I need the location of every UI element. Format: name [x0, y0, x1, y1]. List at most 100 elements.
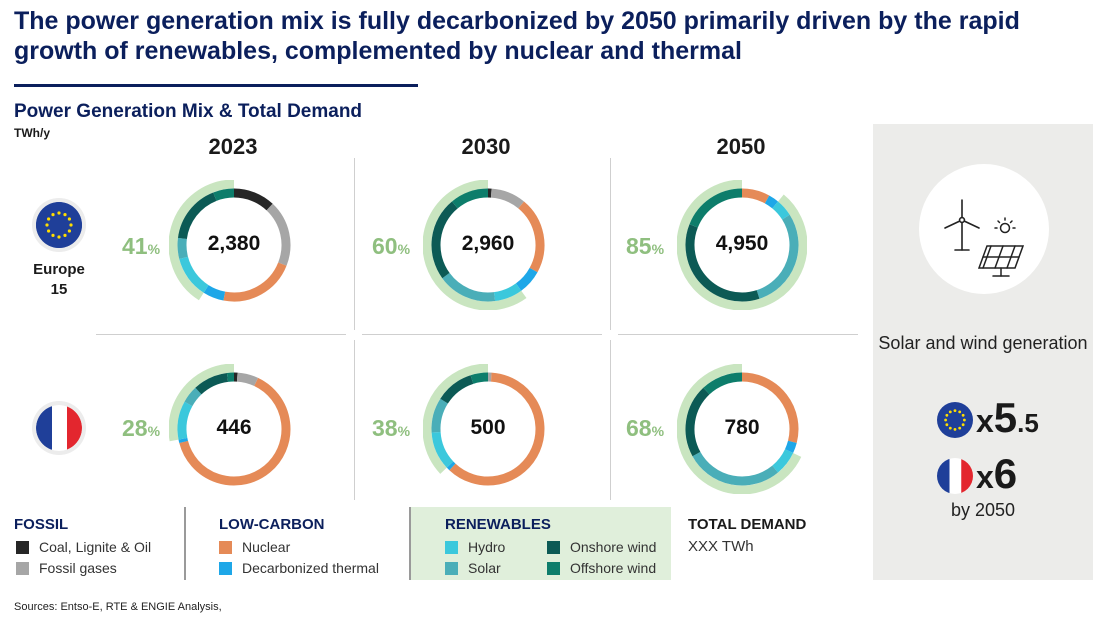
fossil-gas-segment: [266, 203, 291, 266]
renewables-share-label: 38%: [372, 415, 411, 441]
grid-divider: [96, 334, 346, 335]
legend-total-demand-text: XXX TWh: [688, 538, 754, 555]
total-demand-value: 2,380: [207, 232, 261, 255]
nuclear-segment: [741, 188, 770, 204]
donut-chart-france-2050: [677, 364, 802, 494]
solar-wind-caption: Solar and wind generation: [878, 333, 1088, 353]
renewables-halo-arc: [677, 364, 802, 494]
donut-chart-france-2023: [169, 364, 291, 486]
donut-chart-europe-2050: [677, 180, 807, 310]
renewables-halo-arc: [423, 364, 489, 474]
coal-segment: [233, 188, 273, 211]
donut-chart-france-2030: [423, 364, 545, 486]
legend-item-solar: Solar: [445, 560, 501, 576]
solar-segment: [431, 398, 448, 433]
year-header-2030: 2030: [461, 134, 511, 159]
decarbonized-thermal-segment: [203, 285, 226, 301]
legend-title-fossil: FOSSIL: [14, 516, 69, 533]
hydro-segment: [493, 283, 522, 302]
region-label-europe: Europe 15: [33, 261, 85, 298]
legend-swatch: [547, 540, 560, 554]
total-demand-value: 2,960: [461, 232, 515, 255]
nuclear-segment: [741, 372, 799, 444]
total-demand-value: 4,950: [715, 232, 769, 255]
solar-segment: [692, 451, 779, 486]
legend-item-decarbonized-thermal: Decarbonized thermal: [219, 560, 379, 576]
eu-flag-icon: [937, 402, 973, 438]
onshore-wind-segment: [685, 224, 760, 302]
eu-flag-icon: [36, 202, 82, 248]
legend-swatch: [16, 540, 29, 554]
total-demand-value: 446: [216, 416, 252, 439]
france-flag-icon: [937, 458, 973, 494]
grid-divider: [618, 334, 858, 335]
onshore-wind-segment: [685, 387, 710, 457]
fossil-gas-segment: [236, 372, 259, 387]
renewables-halo-arc: [677, 180, 807, 310]
solar-segment: [177, 237, 189, 260]
renewables-share-label: 85%: [626, 233, 665, 259]
legend-swatch: [445, 540, 458, 554]
legend-divider: [184, 507, 186, 580]
solar-panel-icon: [977, 217, 1025, 277]
nuclear-segment: [518, 201, 545, 273]
grid-divider: [610, 158, 611, 330]
legend-item-nuclear: Nuclear: [219, 539, 290, 555]
offshore-wind-segment: [689, 188, 743, 228]
legend-swatch: [219, 540, 232, 554]
nuclear-segment: [449, 372, 545, 486]
grid-divider: [354, 340, 355, 500]
renewables-share-label: 41%: [122, 233, 161, 259]
onshore-wind-segment: [195, 372, 229, 395]
onshore-wind-segment: [440, 375, 474, 404]
solar-segment: [756, 214, 799, 299]
legend-item-onshore-wind: Onshore wind: [547, 539, 656, 555]
wind-turbine-icon: [944, 199, 980, 251]
energy-icon-circle: [919, 164, 1049, 294]
offshore-wind-segment: [451, 188, 489, 209]
hydro-segment: [772, 201, 790, 220]
decarbonized-thermal-segment: [515, 267, 538, 291]
renewables-halo-arc: [169, 364, 235, 442]
legend-swatch: [16, 561, 29, 575]
solar-segment: [442, 272, 496, 302]
decarbonized-thermal-segment: [446, 461, 456, 471]
europe-multiplier: x5.5: [976, 394, 1039, 441]
year-header-2050: 2050: [716, 134, 766, 159]
renewables-halo-arc: [423, 180, 527, 310]
legend-swatch: [219, 561, 232, 575]
offshore-wind-segment: [213, 188, 235, 201]
sources-note: Sources: Entso-E, RTE & ENGIE Analysis,: [14, 601, 222, 613]
by-2050-label: by 2050: [950, 500, 1016, 520]
chart-subtitle: Power Generation Mix & Total Demand: [14, 101, 363, 122]
decarbonized-thermal-segment: [784, 440, 797, 454]
legend-title-renewables: RENEWABLES: [445, 516, 551, 533]
legend-swatch: [547, 561, 560, 575]
decarbonized-thermal-segment: [178, 437, 188, 444]
legend-title-total-demand: TOTAL DEMAND: [688, 516, 807, 533]
solar-segment: [184, 387, 202, 407]
renewables-share-label: 60%: [372, 233, 411, 259]
donut-chart-europe-2023: [169, 180, 291, 302]
legend-item-hydro: Hydro: [445, 539, 505, 555]
onshore-wind-segment: [177, 192, 217, 240]
grid-divider: [354, 158, 355, 330]
renewables-share-label: 28%: [122, 415, 161, 441]
nuclear-segment: [223, 262, 287, 302]
hydro-segment: [772, 449, 794, 473]
year-header-2023: 2023: [208, 134, 258, 159]
renewables-halo-arc: [169, 180, 235, 301]
decarbonized-thermal-segment: [764, 195, 779, 209]
donut-chart-europe-2030: [423, 180, 545, 310]
france-multiplier: x6: [976, 450, 1018, 497]
page-title: The power generation mix is fully decarb…: [14, 7, 1020, 65]
legend-title-low-carbon: LOW-CARBON: [219, 516, 325, 533]
total-demand-value: 780: [724, 416, 760, 439]
renewables-share-label: 68%: [626, 415, 665, 441]
total-demand-value: 500: [470, 416, 506, 439]
nuclear-segment: [179, 377, 291, 486]
legend-item-offshore-wind: Offshore wind: [547, 560, 656, 576]
france-flag-icon: [36, 405, 82, 451]
grid-divider: [610, 340, 611, 500]
onshore-wind-segment: [431, 201, 458, 279]
